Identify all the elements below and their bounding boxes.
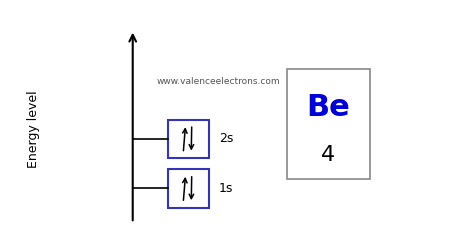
Text: 1s: 1s [219,182,233,195]
Bar [287,69,370,179]
Bar [168,169,209,208]
Bar [168,120,209,158]
Text: 4: 4 [321,145,335,165]
Text: Be: Be [306,93,350,122]
Text: Energy level: Energy level [27,90,40,168]
Text: 2s: 2s [219,132,233,145]
Text: www.valenceelectrons.com: www.valenceelectrons.com [156,77,280,86]
